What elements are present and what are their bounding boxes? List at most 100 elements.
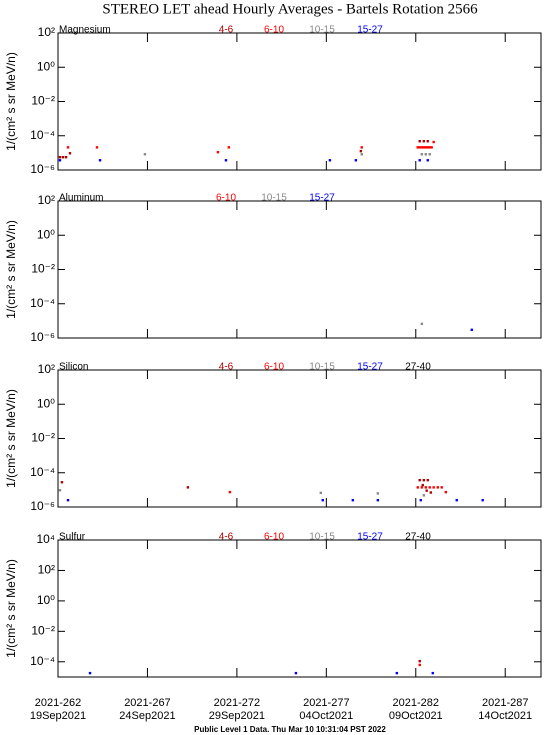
legend-entry: 27-40 bbox=[405, 532, 431, 543]
legend-entry: 6-10 bbox=[264, 25, 284, 36]
data-point bbox=[419, 498, 422, 502]
data-point bbox=[426, 478, 429, 482]
y-tick-label: 10² bbox=[38, 193, 55, 207]
legend-entry: 4-6 bbox=[219, 532, 234, 543]
data-point bbox=[470, 328, 473, 332]
data-point bbox=[376, 492, 380, 495]
legend-entry: 10-15 bbox=[309, 25, 335, 36]
data-point bbox=[61, 155, 65, 159]
y-axis-label: 1/(cm² s sr MeV/n) bbox=[4, 559, 18, 658]
panel-label: Magnesium bbox=[59, 25, 111, 36]
data-point bbox=[432, 140, 435, 144]
data-point bbox=[66, 146, 70, 149]
y-tick-label: 10⁻⁴ bbox=[30, 465, 55, 479]
legend-entry: 6-10 bbox=[264, 532, 284, 543]
data-point bbox=[321, 498, 324, 502]
data-point bbox=[425, 489, 428, 492]
chart-title: STEREO LET ahead Hourly Averages - Barte… bbox=[102, 1, 478, 17]
data-point bbox=[95, 146, 99, 149]
data-point bbox=[376, 498, 380, 502]
data-point bbox=[416, 146, 419, 149]
y-axis-label: 1/(cm² s sr MeV/n) bbox=[4, 220, 18, 319]
data-point bbox=[418, 146, 421, 149]
legend-entry: 4-6 bbox=[219, 362, 234, 373]
data-point bbox=[143, 153, 147, 156]
x-tick-date: 14Oct2021 bbox=[478, 710, 532, 722]
data-point bbox=[444, 490, 448, 494]
data-point bbox=[428, 153, 431, 156]
x-tick-date: 09Oct2021 bbox=[389, 710, 443, 722]
data-point bbox=[429, 491, 433, 494]
data-point bbox=[436, 486, 439, 489]
plot-frame bbox=[57, 200, 542, 339]
x-tick-label: 2021-277 bbox=[303, 697, 350, 709]
legend-entry: 10-15 bbox=[261, 193, 287, 204]
data-point bbox=[224, 159, 228, 162]
y-tick-label: 10⁻² bbox=[31, 262, 55, 276]
data-point bbox=[351, 498, 355, 502]
data-point bbox=[186, 486, 190, 489]
data-point bbox=[418, 140, 421, 143]
data-point bbox=[98, 159, 102, 162]
legend-entry: 15-27 bbox=[357, 362, 383, 373]
y-tick-label: 10⁻² bbox=[31, 431, 55, 445]
data-point bbox=[420, 486, 424, 489]
legend-entry: 4-6 bbox=[219, 25, 234, 36]
data-point bbox=[431, 671, 434, 675]
data-point bbox=[421, 483, 424, 487]
x-tick-label: 2021-262 bbox=[35, 697, 82, 709]
data-point bbox=[58, 155, 62, 159]
data-point bbox=[420, 153, 424, 156]
panel-label: Silicon bbox=[59, 362, 88, 373]
data-point bbox=[66, 498, 70, 502]
legend-entry: 27-40 bbox=[405, 362, 431, 373]
data-point bbox=[359, 149, 363, 153]
data-point bbox=[227, 146, 231, 149]
data-point bbox=[64, 155, 68, 159]
x-tick-date: 19Sep2021 bbox=[30, 710, 86, 722]
data-point bbox=[424, 146, 427, 149]
data-point bbox=[88, 671, 92, 675]
data-point bbox=[395, 671, 399, 675]
data-point bbox=[455, 498, 458, 502]
x-tick-date: 24Sep2021 bbox=[119, 710, 175, 722]
legend-entry: 6-10 bbox=[264, 362, 284, 373]
y-axis-label: 1/(cm² s sr MeV/n) bbox=[4, 52, 18, 151]
y-tick-label: 10⁻² bbox=[31, 624, 55, 638]
data-point bbox=[424, 153, 427, 156]
data-point bbox=[354, 159, 358, 162]
legend-entry: 15-27 bbox=[309, 193, 335, 204]
data-point bbox=[428, 146, 431, 149]
data-point bbox=[426, 146, 429, 149]
data-point bbox=[432, 486, 435, 489]
plot-frame bbox=[57, 32, 542, 171]
y-tick-label: 10⁻⁴ bbox=[30, 654, 55, 668]
y-tick-label: 10⁻⁶ bbox=[30, 162, 55, 176]
data-point bbox=[422, 494, 426, 497]
data-point bbox=[360, 153, 363, 156]
legend-entry: 15-27 bbox=[357, 25, 383, 36]
data-point bbox=[430, 146, 433, 149]
data-point bbox=[418, 659, 421, 663]
data-point bbox=[216, 150, 220, 154]
y-tick-label: 10⁻⁶ bbox=[30, 499, 55, 513]
legend-entry: 15-27 bbox=[357, 532, 383, 543]
y-tick-label: 10² bbox=[38, 563, 55, 577]
data-point bbox=[422, 478, 426, 482]
x-tick-label: 2021-267 bbox=[124, 697, 171, 709]
data-point bbox=[58, 159, 62, 162]
x-tick-label: 2021-287 bbox=[482, 697, 529, 709]
y-tick-label: 10⁰ bbox=[37, 227, 55, 241]
data-point bbox=[481, 498, 484, 502]
x-tick-date: 29Sep2021 bbox=[209, 710, 265, 722]
data-point bbox=[328, 159, 332, 162]
panel-label: Sulfur bbox=[59, 532, 86, 543]
data-point bbox=[418, 159, 421, 162]
data-point bbox=[420, 322, 424, 326]
y-tick-label: 10⁻² bbox=[31, 94, 55, 108]
y-tick-label: 10⁻⁴ bbox=[30, 128, 55, 142]
data-point bbox=[294, 671, 298, 675]
y-tick-label: 10⁰ bbox=[37, 593, 55, 607]
data-point bbox=[422, 140, 426, 143]
